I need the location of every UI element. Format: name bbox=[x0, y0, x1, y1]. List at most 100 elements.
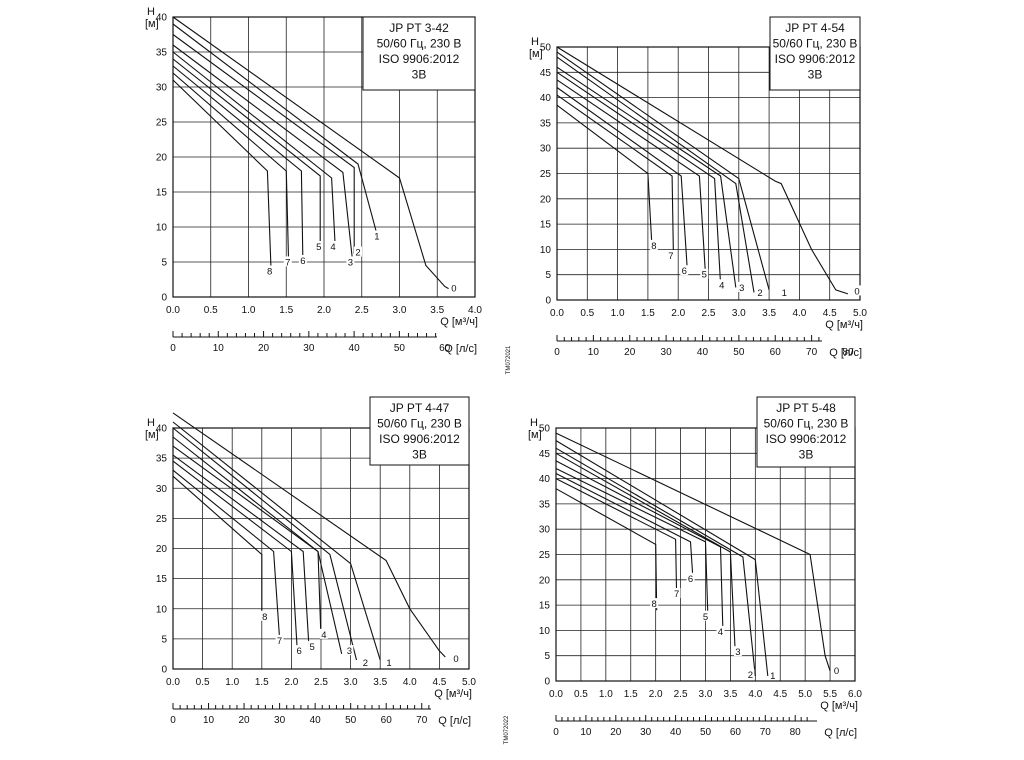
title-line: JP PT 3-42 bbox=[389, 21, 449, 35]
y-axis-label: H bbox=[147, 417, 155, 429]
x-tick-label: 0.5 bbox=[196, 677, 210, 688]
curve-label-0: 0 bbox=[854, 286, 859, 297]
curve-label-bg bbox=[832, 664, 841, 675]
title-line: ISO 9906:2012 bbox=[766, 432, 847, 446]
curve-label-bg bbox=[308, 640, 317, 651]
secondary-tick-label: 50 bbox=[733, 347, 745, 358]
curve-label-0: 0 bbox=[453, 654, 458, 665]
secondary-tick-label: 70 bbox=[806, 347, 818, 358]
y-tick-label: 0 bbox=[161, 293, 167, 304]
plot-frame bbox=[172, 427, 470, 670]
y-tick-label: 20 bbox=[539, 575, 551, 586]
secondary-tick-label: 50 bbox=[700, 727, 712, 738]
secondary-tick-label: 10 bbox=[588, 347, 600, 358]
curve-label-4: 4 bbox=[718, 627, 723, 638]
y-tick-label: 0 bbox=[545, 296, 551, 307]
title-box bbox=[369, 396, 470, 466]
curve-label-0: 0 bbox=[834, 666, 839, 677]
y-tick-label: 15 bbox=[540, 220, 552, 231]
secondary-tick-label: 40 bbox=[697, 347, 709, 358]
y-tick-label: 10 bbox=[156, 604, 168, 615]
curve-label-bg bbox=[260, 610, 269, 621]
curve-label-3: 3 bbox=[739, 283, 744, 294]
curve-1 bbox=[556, 51, 770, 291]
secondary-tick-label: 10 bbox=[203, 715, 215, 726]
x-tick-label: 3.5 bbox=[723, 689, 737, 700]
x-tick-label: 6.0 bbox=[848, 689, 862, 700]
y-tick-label: 20 bbox=[540, 194, 552, 205]
secondary-axis: 0 10 20 30 40 50 60 70 Q [л/с] bbox=[170, 703, 471, 727]
plot-frame bbox=[556, 46, 861, 301]
curve-label-bg bbox=[780, 286, 789, 297]
curve-label-8: 8 bbox=[652, 599, 657, 610]
x-tick-label: 0.0 bbox=[549, 689, 563, 700]
title-line: JP PT 5-48 bbox=[776, 401, 836, 415]
curve-label-1: 1 bbox=[386, 658, 391, 669]
curve-label-bg bbox=[345, 645, 354, 656]
curve-label-8: 8 bbox=[262, 612, 267, 623]
y-tick-label: 10 bbox=[156, 223, 168, 234]
curve-label-bg bbox=[737, 281, 746, 292]
curve-label-bg bbox=[746, 668, 755, 679]
y-tick-label: 40 bbox=[539, 474, 551, 485]
curve-label-4: 4 bbox=[330, 242, 335, 253]
curve-label-2: 2 bbox=[748, 670, 753, 681]
y-tick-label: 40 bbox=[540, 93, 552, 104]
x-tick-label: 2.5 bbox=[702, 308, 716, 319]
curve-label-bg bbox=[686, 572, 695, 583]
curve-label-6: 6 bbox=[688, 574, 693, 585]
curve-8 bbox=[172, 475, 263, 621]
x-tick-label: 4.0 bbox=[403, 677, 417, 688]
curve-label-bg bbox=[650, 598, 659, 609]
y-tick-label: 50 bbox=[539, 424, 551, 435]
curve-label-2: 2 bbox=[363, 658, 368, 669]
curve-label-bg bbox=[361, 657, 370, 668]
y-tick-label: 25 bbox=[539, 550, 551, 561]
curve-8 bbox=[556, 104, 653, 250]
curve-label-bg bbox=[265, 265, 274, 276]
curve-4 bbox=[172, 445, 322, 639]
curve-3 bbox=[172, 436, 343, 655]
title-line: 3B bbox=[412, 448, 427, 462]
y-axis-unit: [м] bbox=[145, 429, 159, 441]
secondary-axis-label: Q [л/с] bbox=[438, 715, 471, 727]
curve-label-3: 3 bbox=[347, 646, 352, 657]
secondary-tick-label: 60 bbox=[381, 715, 393, 726]
x-tick-label: 1.5 bbox=[624, 689, 638, 700]
secondary-tick-label: 80 bbox=[790, 727, 802, 738]
curve-3 bbox=[556, 66, 737, 288]
curve-label-6: 6 bbox=[296, 646, 301, 657]
y-axis-label: H bbox=[530, 417, 538, 429]
curve-label-5: 5 bbox=[309, 642, 314, 653]
x-tick-label: 1.0 bbox=[225, 677, 239, 688]
curve-label-bg bbox=[756, 286, 765, 297]
x-tick-label: 1.0 bbox=[599, 689, 613, 700]
curve-label-2: 2 bbox=[355, 248, 360, 259]
curve-label-bg bbox=[701, 610, 710, 621]
y-tick-label: 25 bbox=[156, 514, 168, 525]
curve-label-7: 7 bbox=[674, 589, 679, 600]
curve-label-bg bbox=[283, 256, 292, 267]
title-box bbox=[756, 396, 856, 468]
curve-label-bg bbox=[449, 282, 458, 293]
y-tick-label: 40 bbox=[156, 13, 168, 24]
curve-label-bg bbox=[680, 265, 689, 276]
y-tick-label: 25 bbox=[540, 169, 552, 180]
curve-0 bbox=[172, 412, 446, 658]
curve-7 bbox=[172, 469, 281, 639]
x-tick-label: 0.0 bbox=[166, 677, 180, 688]
x-tick-label: 1.5 bbox=[279, 305, 293, 316]
curve-label-bg bbox=[295, 645, 304, 656]
doc-code: TM072022 bbox=[504, 715, 510, 744]
secondary-tick-label: 70 bbox=[416, 715, 428, 726]
x-tick-label: 4.0 bbox=[748, 689, 762, 700]
x-tick-label: 0.5 bbox=[574, 689, 588, 700]
curve-label-bg bbox=[666, 249, 675, 260]
y-tick-label: 35 bbox=[156, 48, 168, 59]
curve-label-1: 1 bbox=[782, 288, 787, 299]
curve-3 bbox=[172, 44, 354, 263]
title-line: JP PT 4-47 bbox=[390, 401, 450, 415]
x-tick-label: 2.0 bbox=[284, 677, 298, 688]
